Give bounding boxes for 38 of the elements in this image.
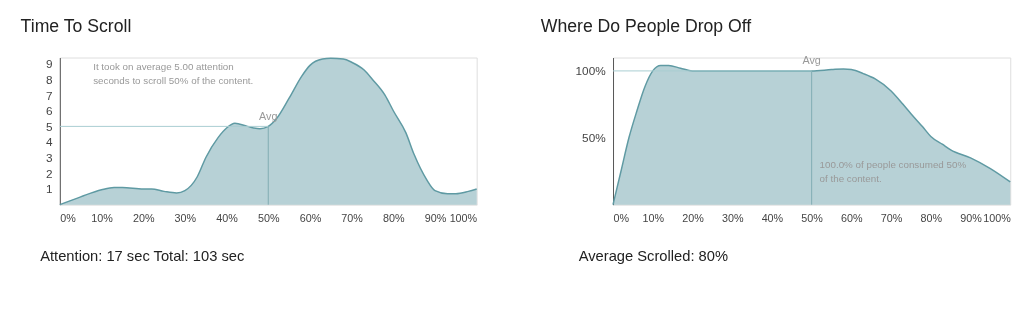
y-tick-label: 4: [45, 135, 53, 149]
ref-line-label: Avg: [802, 54, 821, 67]
text: Average Scrolled: 80%: [578, 247, 729, 264]
x-tick-label: 10%: [642, 211, 665, 224]
x-tick-label: 100%: [983, 211, 1012, 224]
x-tick-label: 40%: [216, 211, 239, 224]
chart-title: Where Do People Drop Off: [540, 15, 752, 36]
x-tick-label: 40%: [761, 211, 784, 224]
x-tick-label: 50%: [801, 211, 824, 224]
x-tick-label: 30%: [174, 211, 197, 224]
x-tick-label: 70%: [880, 211, 903, 224]
x-tick-label: 100%: [449, 211, 478, 224]
chart-title: Time To Scroll: [20, 15, 132, 36]
y-tick-label: 6: [45, 104, 53, 118]
x-tick-label: 50%: [257, 211, 280, 224]
x-tick-label: 90%: [960, 211, 983, 224]
text: Attention: 17 sec Total: 103 sec: [40, 247, 245, 264]
y-tick-label: 3: [45, 151, 53, 165]
x-tick-label: 90%: [424, 211, 447, 224]
x-tick-label: 80%: [920, 211, 943, 224]
x-tick-label: 80%: [383, 211, 405, 224]
x-tick-label: 0%: [60, 211, 77, 224]
x-tick-label: 60%: [299, 211, 322, 224]
x-tick-label: 20%: [682, 211, 705, 224]
x-tick-label: 30%: [721, 211, 744, 224]
x-tick-label: 70%: [341, 211, 364, 224]
y-tick-label: 2: [45, 166, 53, 180]
y-tick-label: 8: [45, 72, 53, 86]
ref-line-label: Avg: [259, 109, 278, 122]
annotation: It took on average 5.00 attention seconds to scroll 50% of the content.: [93, 60, 254, 86]
x-tick-label: 0%: [613, 211, 630, 224]
y-tick-label: 5: [45, 119, 53, 133]
x-tick-label: 20%: [132, 211, 155, 224]
y-tick-label: 7: [45, 88, 53, 102]
x-tick-label: 10%: [91, 211, 114, 224]
y-tick-label: 9: [45, 57, 53, 71]
x-tick-label: 60%: [841, 211, 864, 224]
y-tick-label: 1: [45, 182, 53, 196]
